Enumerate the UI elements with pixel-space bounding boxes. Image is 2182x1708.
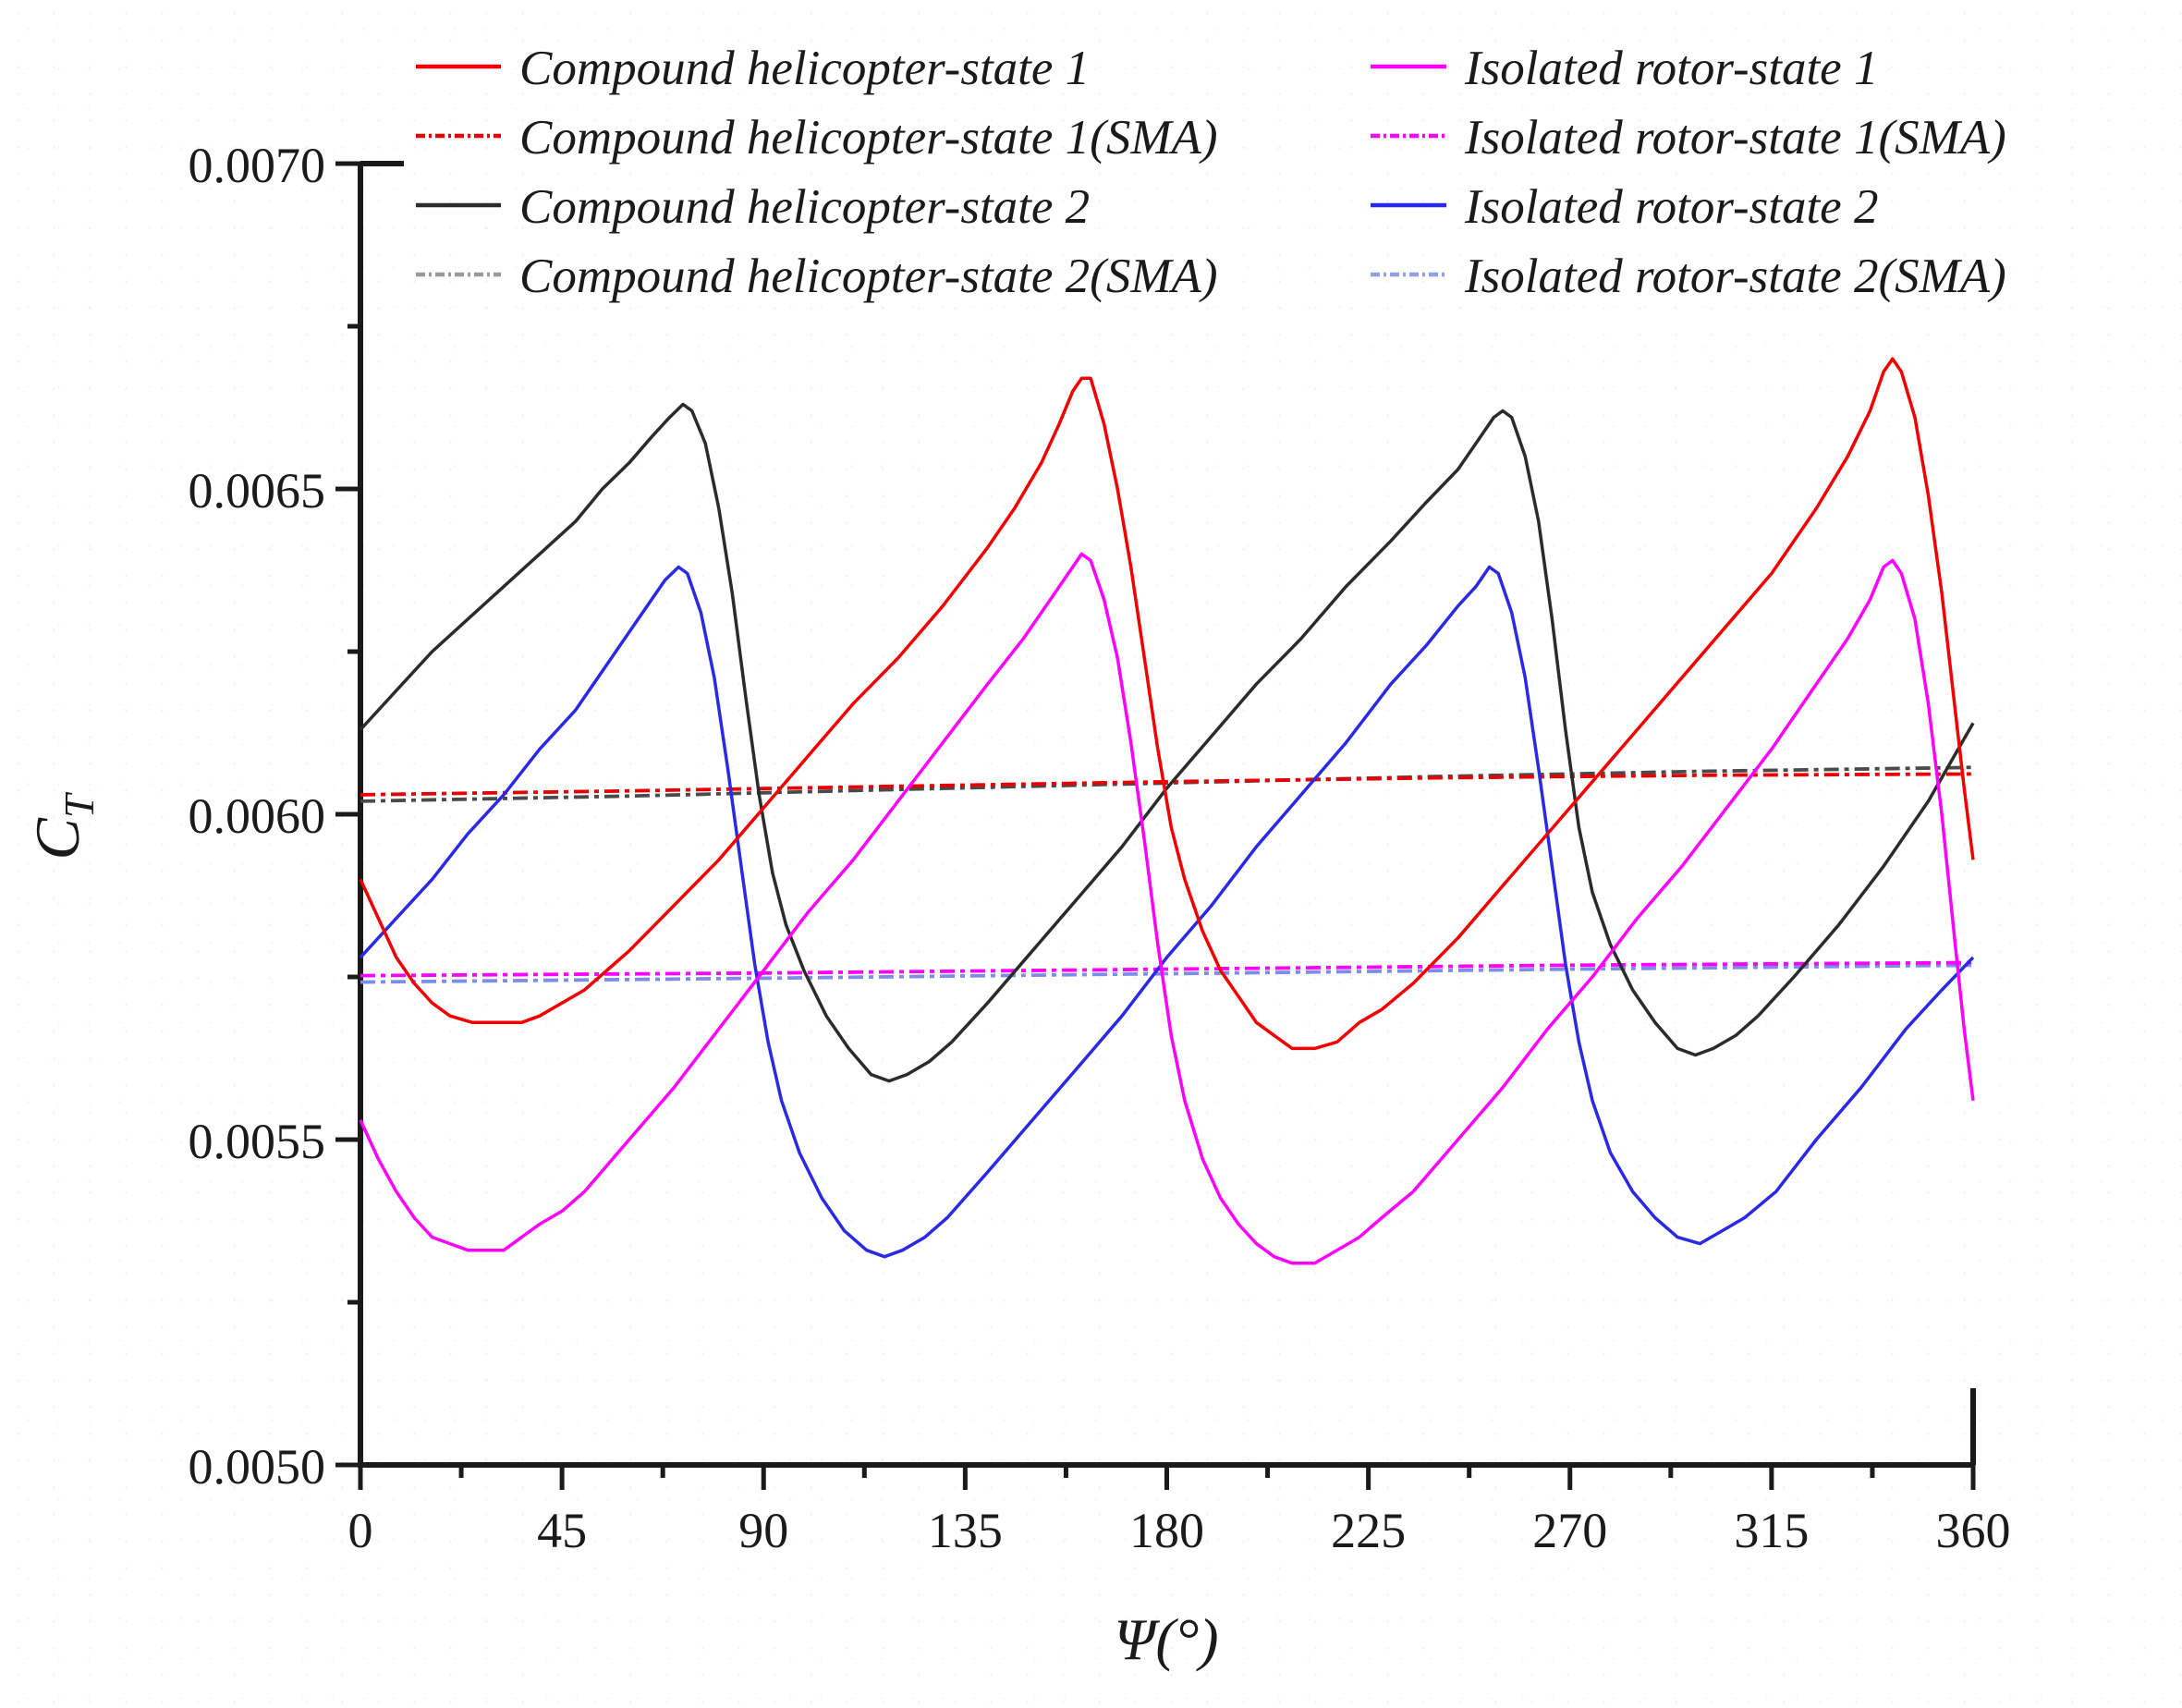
legend-label-compound-state2: Compound helicopter-state 2 bbox=[519, 180, 1090, 234]
series-line-isolated-state1 bbox=[359, 552, 1975, 1265]
x-tick-label: 270 bbox=[1532, 1503, 1607, 1558]
y-tick-label: 0.0060 bbox=[189, 788, 326, 844]
series-line-compound-state1 bbox=[359, 357, 1975, 1051]
legend-item-isolated-state1: Isolated rotor-state 1 bbox=[1371, 42, 1878, 95]
axes: 0.0050 0.0055 0.0060 0.0065 0.0070 0 45 90 135 18… bbox=[189, 138, 2011, 1558]
x-tick-label: 45 bbox=[537, 1503, 587, 1558]
legend-item-isolated-state1-sma: Isolated rotor-state 1(SMA) bbox=[1371, 111, 2006, 165]
x-tick-label: 0 bbox=[348, 1503, 373, 1558]
y-axis-title-main: C bbox=[22, 817, 92, 860]
y-axis-title-subscript: T bbox=[55, 791, 103, 818]
series-line-isolated-state1-sma bbox=[360, 960, 1974, 978]
y-axis-title: CT bbox=[22, 791, 103, 860]
x-tick-label: 315 bbox=[1734, 1503, 1809, 1558]
x-tick-label: 180 bbox=[1129, 1503, 1204, 1558]
x-tick-label: 135 bbox=[928, 1503, 1003, 1558]
x-axis-title: Ψ(°) bbox=[1114, 1606, 1218, 1672]
legend: Compound helicopter-state 2(SMA) Compound… bbox=[416, 42, 2006, 303]
y-tick-label: 0.0070 bbox=[189, 138, 326, 193]
legend-label-compound-state1: Compound helicopter-state 1 bbox=[519, 42, 1090, 95]
legend-item-compound-state1: Compound helicopter-state 1 bbox=[416, 42, 1090, 95]
legend-item-isolated-state2-sma: Isolated rotor-state 2(SMA) bbox=[1371, 250, 2006, 303]
x-tick-label: 225 bbox=[1331, 1503, 1406, 1558]
data-series bbox=[359, 357, 1975, 1265]
legend-item-isolated-state2: Isolated rotor-state 2 bbox=[1371, 180, 1878, 234]
legend-item-compound-state1-sma: Compound helicopter-state 1(SMA) bbox=[416, 111, 1218, 165]
y-tick-label: 0.0050 bbox=[189, 1439, 326, 1494]
x-tick-label: 360 bbox=[1936, 1503, 2011, 1558]
legend-label-compound-state2-sma: Compound helicopter-state 2(SMA) bbox=[519, 250, 1218, 303]
legend-item-compound-state2-sma: Compound helicopter-state 2(SMA) bbox=[416, 250, 1218, 303]
y-tick-label: 0.0065 bbox=[189, 463, 326, 518]
series-line-isolated-state2 bbox=[359, 565, 1975, 1259]
series-line-compound-state2 bbox=[359, 402, 1975, 1083]
series-line-isolated-state2-sma bbox=[360, 963, 1974, 984]
legend-label-isolated-state1: Isolated rotor-state 1 bbox=[1464, 42, 1878, 95]
legend-label-compound-state1-sma: Compound helicopter-state 1(SMA) bbox=[519, 111, 1218, 165]
series-line-compound-state1-sma bbox=[360, 772, 1974, 797]
legend-label-isolated-state2-sma: Isolated rotor-state 2(SMA) bbox=[1464, 250, 2006, 303]
x-tick-label: 90 bbox=[738, 1503, 788, 1558]
legend-label-isolated-state1-sma: Isolated rotor-state 1(SMA) bbox=[1464, 111, 2006, 165]
y-tick-label: 0.0055 bbox=[189, 1114, 326, 1169]
legend-label-isolated-state2: Isolated rotor-state 2 bbox=[1464, 180, 1878, 234]
legend-item-compound-state2: Compound helicopter-state 2 bbox=[416, 180, 1090, 234]
